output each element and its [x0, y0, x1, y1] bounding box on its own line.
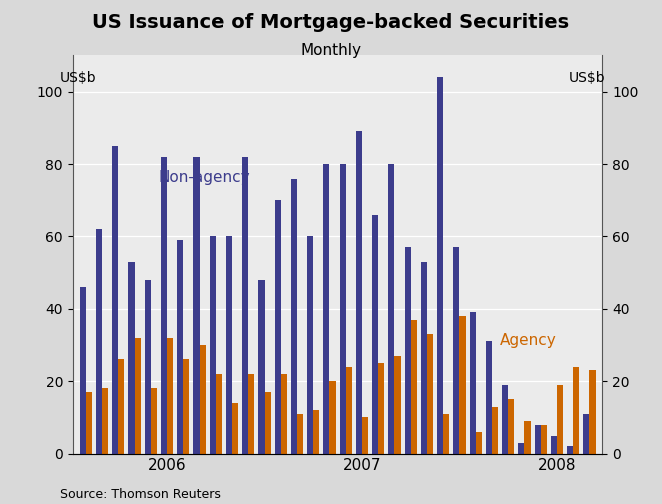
Text: Agency: Agency — [500, 333, 557, 348]
Bar — [444, 414, 449, 454]
Bar — [144, 280, 151, 454]
Bar — [421, 262, 427, 454]
Text: Source: Thomson Reuters: Source: Thomson Reuters — [60, 488, 220, 501]
Bar — [502, 385, 508, 454]
Bar — [258, 280, 265, 454]
Bar — [492, 407, 498, 454]
Bar — [508, 399, 514, 454]
Bar — [518, 443, 524, 454]
Bar — [372, 215, 378, 454]
Bar — [567, 447, 573, 454]
Bar — [330, 381, 336, 454]
Bar — [410, 320, 417, 454]
Bar — [210, 236, 216, 454]
Bar — [275, 200, 281, 454]
Bar — [589, 370, 596, 454]
Bar — [313, 410, 320, 454]
Bar — [216, 374, 222, 454]
Bar — [557, 385, 563, 454]
Bar — [453, 247, 459, 454]
Bar — [427, 334, 433, 454]
Bar — [340, 164, 346, 454]
Bar — [404, 247, 410, 454]
Bar — [167, 338, 173, 454]
Bar — [469, 312, 476, 454]
Bar — [86, 392, 92, 454]
Bar — [323, 164, 330, 454]
Bar — [232, 403, 238, 454]
Bar — [395, 356, 401, 454]
Bar — [199, 345, 206, 454]
Bar — [355, 132, 362, 454]
Bar — [242, 157, 248, 454]
Bar — [389, 164, 395, 454]
Bar — [183, 359, 189, 454]
Bar — [362, 417, 368, 454]
Bar — [226, 236, 232, 454]
Bar — [151, 389, 157, 454]
Bar — [524, 421, 531, 454]
Bar — [128, 262, 134, 454]
Text: Monthly: Monthly — [301, 43, 361, 58]
Bar — [437, 77, 444, 454]
Bar — [118, 359, 124, 454]
Bar — [96, 229, 102, 454]
Bar — [346, 367, 352, 454]
Bar — [476, 432, 482, 454]
Bar — [193, 157, 199, 454]
Bar — [134, 338, 141, 454]
Bar — [281, 374, 287, 454]
Bar — [378, 363, 385, 454]
Bar — [291, 178, 297, 454]
Bar — [248, 374, 254, 454]
Bar — [459, 316, 465, 454]
Text: US$b: US$b — [60, 71, 96, 85]
Bar — [551, 435, 557, 454]
Bar — [177, 240, 183, 454]
Text: US Issuance of Mortgage-backed Securities: US Issuance of Mortgage-backed Securitie… — [93, 13, 569, 32]
Bar — [486, 341, 492, 454]
Text: Non-agency: Non-agency — [159, 170, 250, 185]
Bar — [102, 389, 108, 454]
Bar — [307, 236, 313, 454]
Bar — [583, 414, 589, 454]
Bar — [79, 287, 86, 454]
Bar — [112, 146, 118, 454]
Text: US$b: US$b — [569, 71, 606, 85]
Bar — [161, 157, 167, 454]
Bar — [297, 414, 303, 454]
Bar — [534, 425, 541, 454]
Bar — [573, 367, 579, 454]
Bar — [541, 425, 547, 454]
Bar — [265, 392, 271, 454]
